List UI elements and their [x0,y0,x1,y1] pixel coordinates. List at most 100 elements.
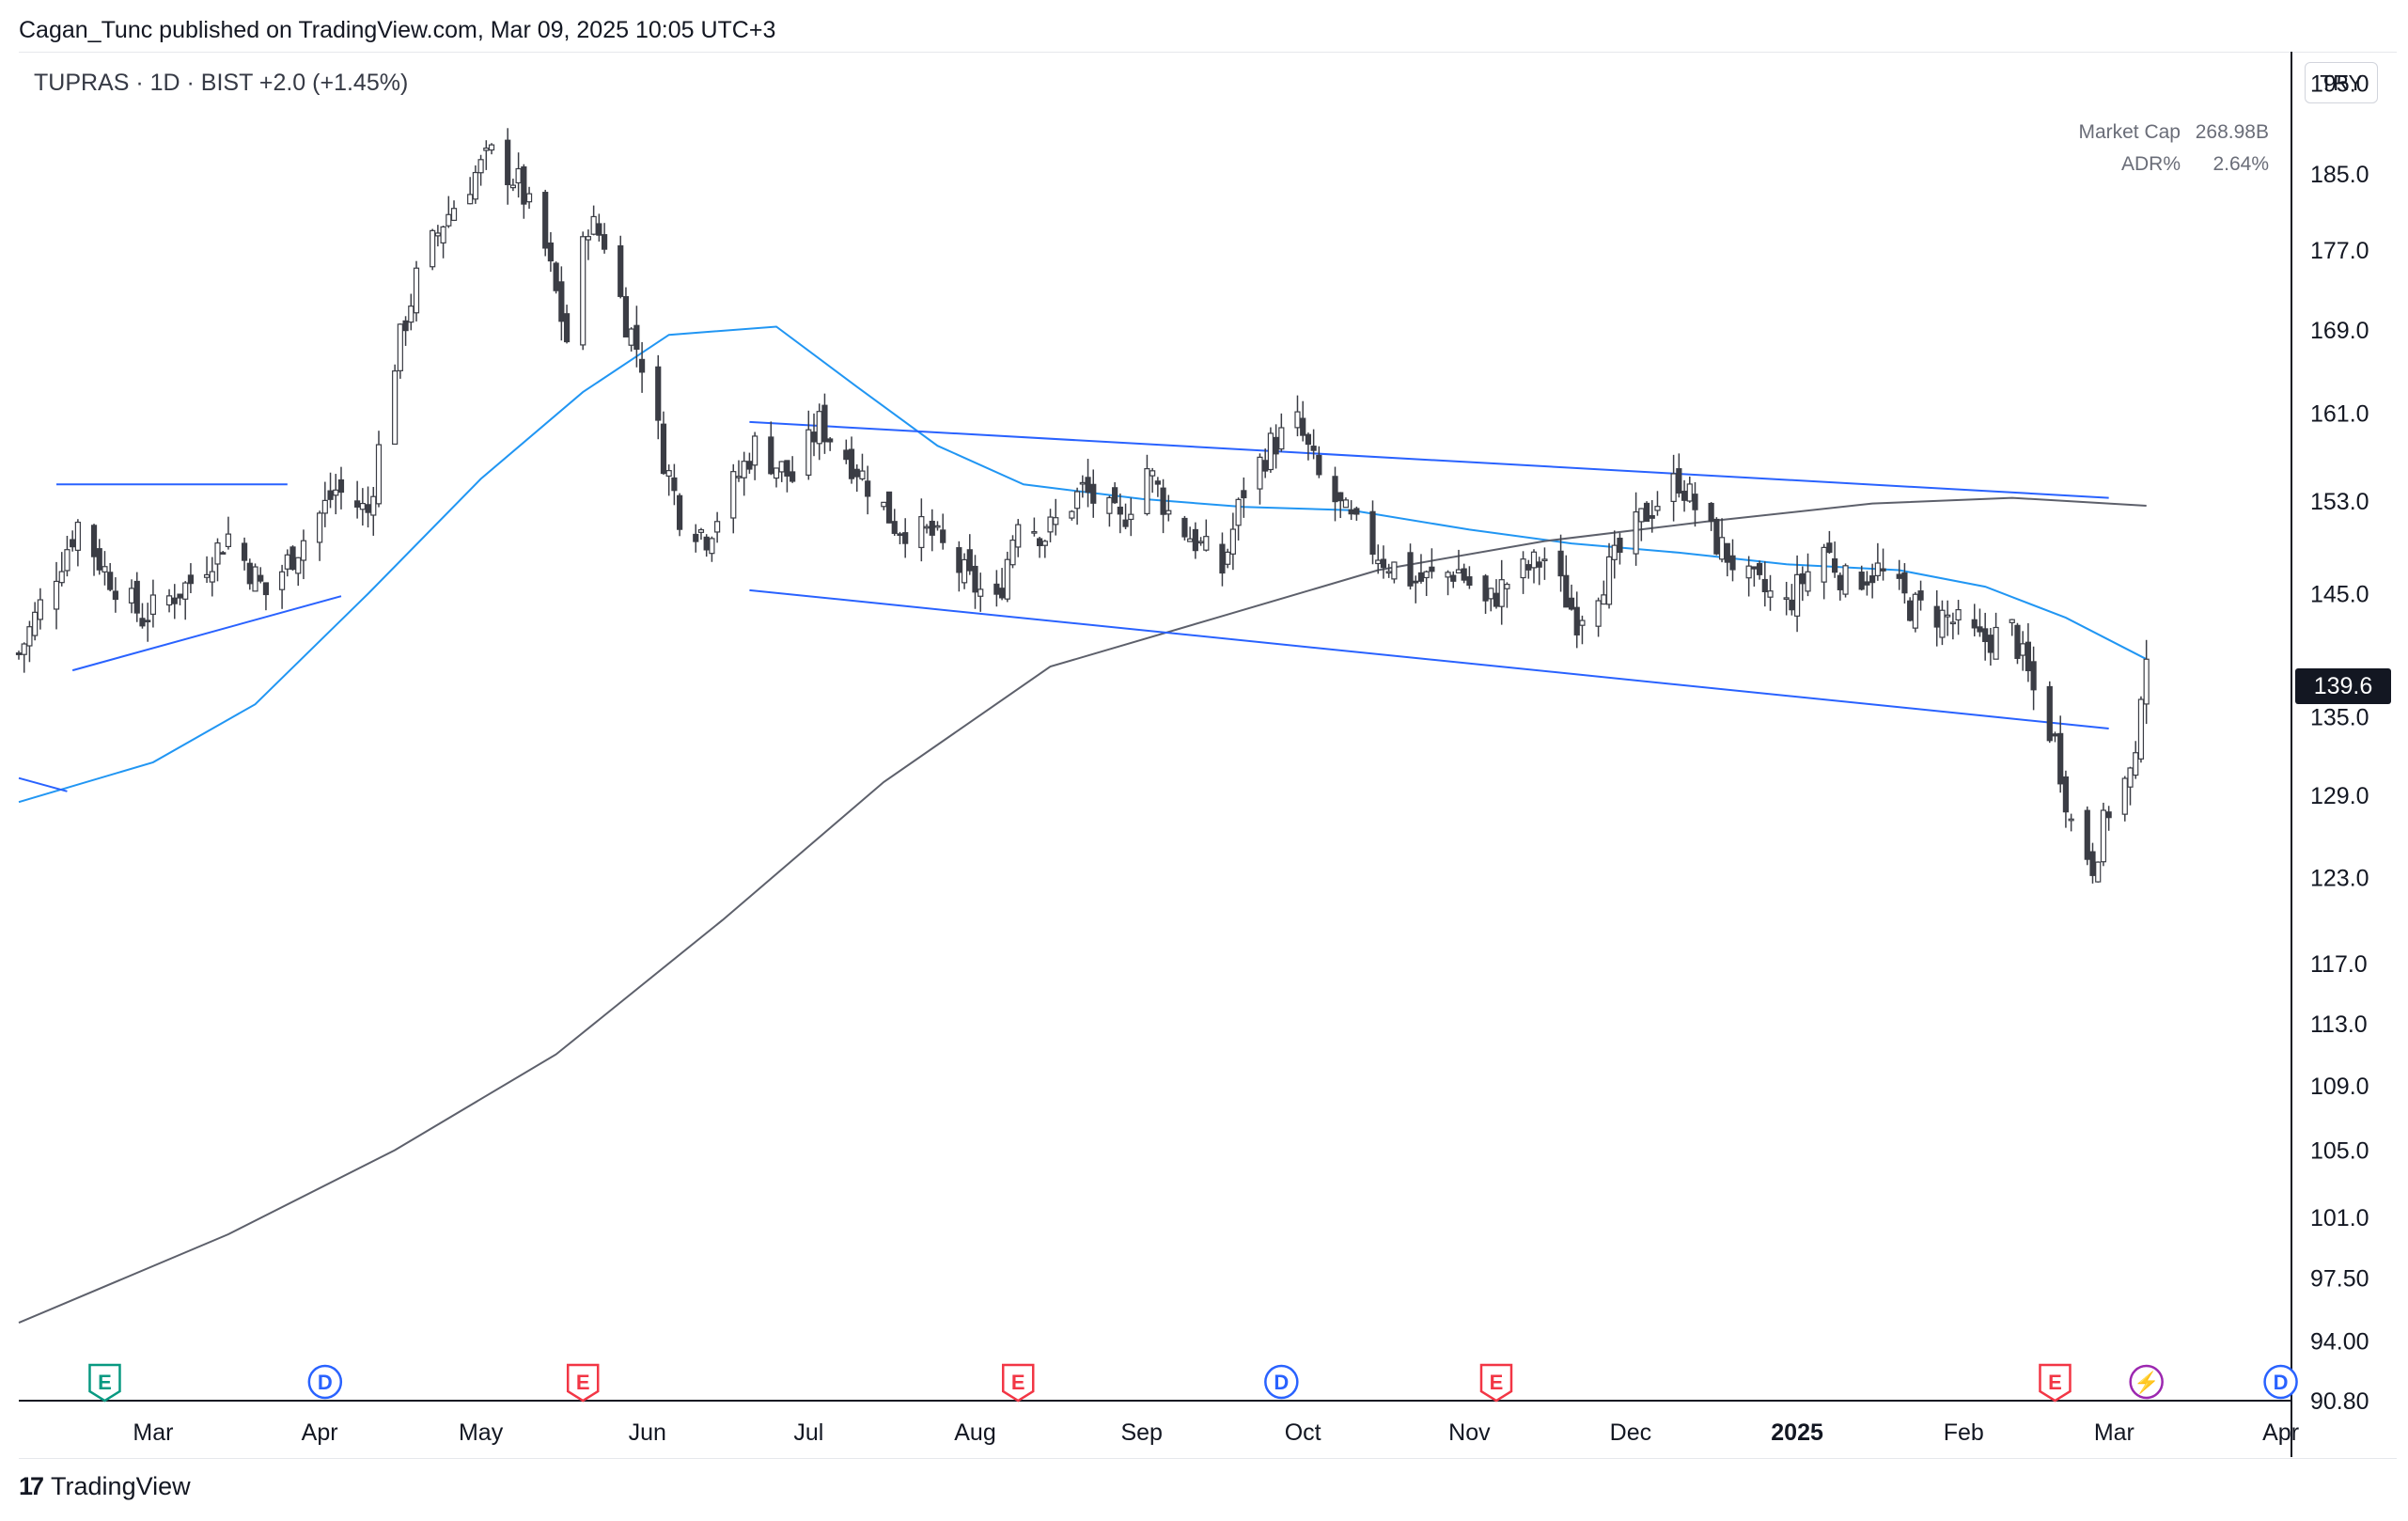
trendlines [18,420,2109,792]
candle-body [1047,516,1054,533]
x-tick-label: Jul [793,1419,823,1446]
candle-body [413,267,420,314]
candle-body [53,580,60,610]
candle-body [1225,551,1231,565]
candle-body [177,593,183,599]
candle-body [1971,619,1978,629]
candle-body [1079,481,1086,485]
candle-body [993,583,1000,595]
candle-body [1310,446,1317,451]
split-icon [2129,1364,2164,1400]
candle-body [1004,558,1010,600]
candle-body [139,618,146,627]
candle-body [505,139,511,185]
candle-body [1530,551,1538,569]
event-marker-dividend[interactable]: D [1264,1364,1299,1400]
candle-body [1654,506,1661,511]
candle-body [827,438,834,443]
symbol-info[interactable]: TUPRAS · 1D · BIST +2.0 (+1.45%) [34,70,409,96]
candle-body [1789,599,1795,611]
candle-body [1337,492,1344,502]
candle-body [295,557,302,574]
candle-body [784,460,790,477]
candle-body [752,435,758,466]
candle-body [37,599,43,620]
earnings-icon [566,1363,600,1403]
candle-body [1826,542,1833,554]
candle-body [1783,597,1790,601]
stat-value: 268.98B [2195,121,2269,143]
event-marker-earnings[interactable]: E [88,1363,121,1403]
candle-body [1413,580,1419,584]
candle-body [628,328,634,346]
event-marker-earnings[interactable]: E [566,1363,600,1403]
candle-body [1257,456,1263,490]
candle-body [885,491,893,524]
candle-body [1842,565,1849,595]
candle-body [1493,592,1500,607]
candle-body [1977,626,1983,633]
candle-body [1756,562,1763,575]
candle-body [21,643,27,655]
trendline [18,776,68,792]
candle-body [1466,576,1473,587]
candle-body [2030,661,2037,691]
candle-body [1036,538,1043,547]
y-tick-label: 117.0 [2310,951,2368,978]
candle-body [2105,811,2112,819]
candle-body [929,520,935,536]
event-marker-dividend[interactable]: D [307,1364,343,1400]
candle-body [1557,550,1564,577]
event-marker-dividend[interactable]: D [2263,1364,2298,1400]
candle-body [64,549,70,572]
candle-body [1154,480,1161,485]
candle-body [225,533,232,548]
tradingview-logo[interactable]: 17 TradingView [19,1472,191,1501]
stat-adr: ADR% 2.64% [2078,149,2269,180]
candle-body [1525,564,1532,571]
candle-body [1729,555,1736,571]
y-tick-label: 90.80 [2310,1388,2369,1415]
candle-body [241,542,248,561]
candle-body [1316,454,1322,476]
candle-body [714,521,721,533]
candle-body [553,262,559,291]
event-label: ⚡ [2134,1371,2159,1395]
x-tick-label: Dec [1610,1419,1651,1446]
trendline [749,420,2109,499]
candle-body [741,461,747,478]
candle-body [655,366,662,421]
x-tick-label: Jun [629,1419,666,1446]
event-marker-earnings[interactable]: E [1479,1363,1513,1403]
candle-body [1187,538,1194,542]
candle-body [1273,436,1279,455]
currency-button[interactable]: TRY [2305,62,2378,103]
candle-body [375,444,383,505]
candle-body [1595,600,1602,627]
y-tick-label: 195.0 [2310,71,2369,97]
candle-body [252,566,258,592]
chart-frame [19,52,2397,1459]
event-marker-earnings[interactable]: E [1001,1363,1035,1403]
candle-body [703,536,710,551]
candle-body [961,558,968,584]
event-label: E [576,1371,590,1394]
earnings-icon [1001,1363,1035,1403]
candle-body [1192,528,1198,552]
candle-body [1407,552,1414,587]
candle-body [2127,767,2134,788]
candle-body [182,582,189,600]
candle-body [300,540,307,561]
event-label: D [1274,1371,1289,1394]
candle-body [972,565,978,593]
candle-body [859,470,866,479]
candle-body [2057,732,2064,785]
candle-body [778,461,785,473]
candle-body [102,566,108,572]
event-marker-earnings[interactable]: E [2039,1363,2072,1403]
event-marker-split[interactable]: ⚡ [2129,1364,2164,1400]
candle-body [558,281,565,322]
earnings-icon [88,1363,121,1403]
last-price-label: 139.6 [2295,668,2391,704]
